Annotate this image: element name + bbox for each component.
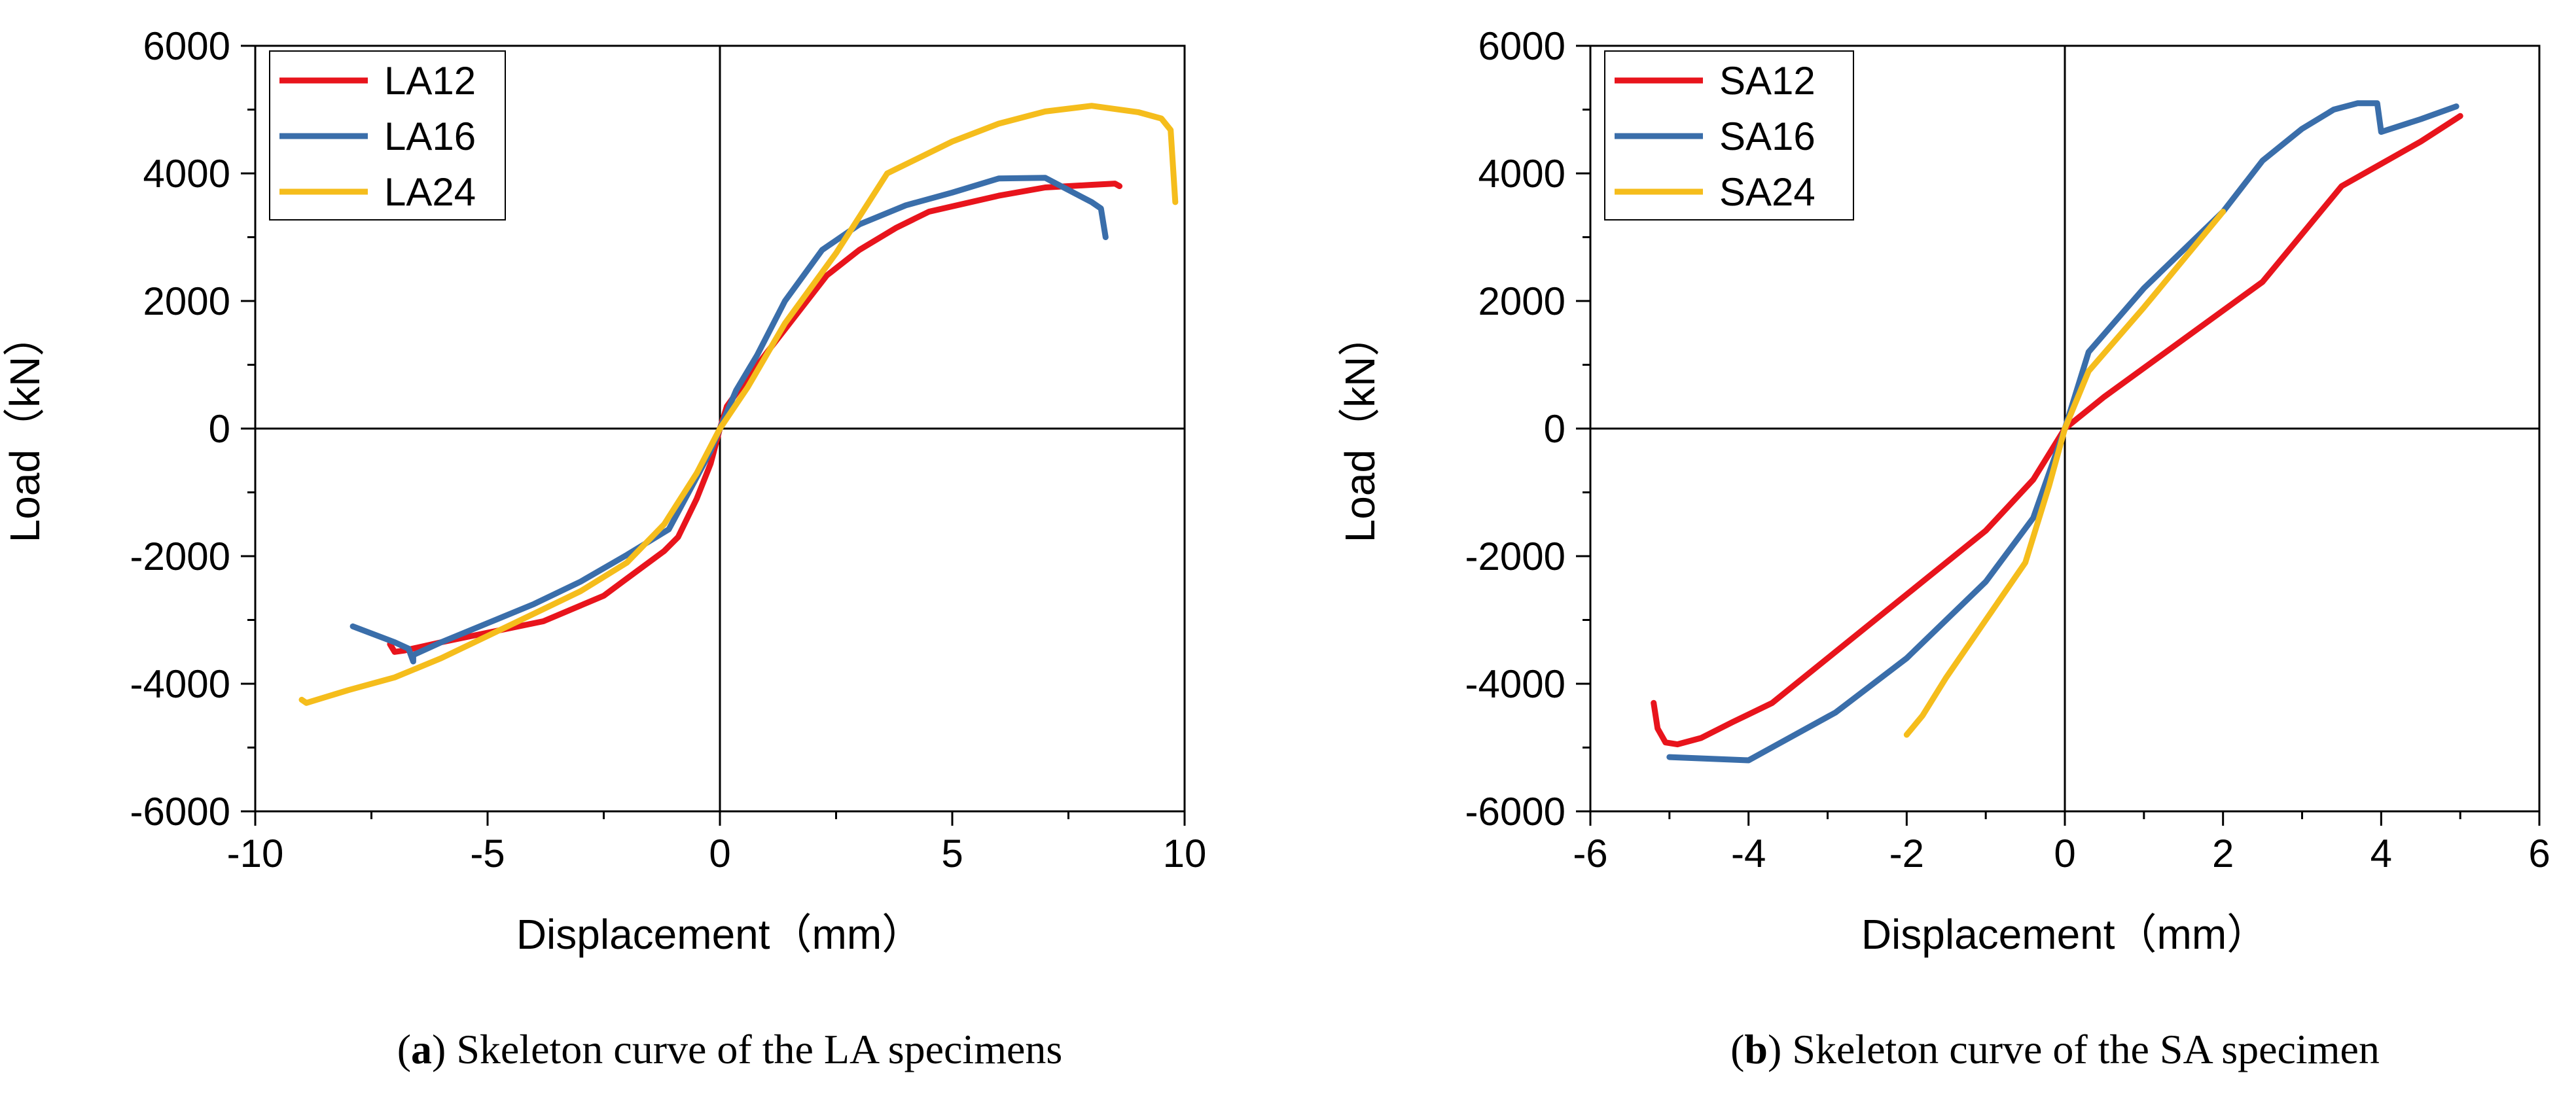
y-axis-title: Load（kN） xyxy=(1,315,48,543)
legend-label-sa24: SA24 xyxy=(1719,170,1816,214)
x-tick-label: 6 xyxy=(2528,832,2550,875)
legend-label-la24: LA24 xyxy=(384,170,476,214)
y-tick-label: 6000 xyxy=(1478,24,1565,68)
y-tick-label: 0 xyxy=(1544,407,1565,451)
series-line-sa24 xyxy=(1903,209,2227,738)
x-tick-label: -4 xyxy=(1731,832,1766,875)
y-tick-label: -6000 xyxy=(1465,790,1565,834)
y-tick-label: 4000 xyxy=(143,152,230,196)
x-axis-title: Displacement（mm） xyxy=(516,911,923,958)
legend-label-sa16: SA16 xyxy=(1719,115,1816,158)
legend-label-sa12: SA12 xyxy=(1719,59,1816,103)
x-tick-label: -6 xyxy=(1573,832,1607,875)
x-tick-label: 0 xyxy=(709,832,730,875)
y-tick-label: 0 xyxy=(209,407,230,451)
y-tick-label: -6000 xyxy=(130,790,230,834)
caption-close-paren: ) xyxy=(432,1026,456,1072)
y-tick-label: -2000 xyxy=(1465,535,1565,578)
caption-open-paren: ( xyxy=(1730,1026,1744,1072)
x-tick-label: -5 xyxy=(470,832,505,875)
y-tick-label: -4000 xyxy=(1465,662,1565,706)
x-tick-label: -10 xyxy=(227,832,284,875)
series-line-la24 xyxy=(298,103,1179,706)
caption-open-paren: ( xyxy=(397,1026,411,1072)
y-tick-label: 6000 xyxy=(143,24,230,68)
caption-text: Skeleton curve of the LA specimens xyxy=(456,1026,1062,1072)
y-axis-title: Load（kN） xyxy=(1336,315,1384,543)
y-tick-label: 2000 xyxy=(143,279,230,323)
x-tick-label: 5 xyxy=(941,832,963,875)
caption-close-paren: ) xyxy=(1768,1026,1792,1072)
x-axis-title: Displacement（mm） xyxy=(1861,911,2268,958)
y-tick-label: 2000 xyxy=(1478,279,1565,323)
caption-label: a xyxy=(411,1026,432,1072)
y-tick-label: 4000 xyxy=(1478,152,1565,196)
series-line-sa16 xyxy=(1666,100,2460,764)
x-tick-label: 2 xyxy=(2212,832,2234,875)
legend-label-la12: LA12 xyxy=(384,59,476,103)
y-tick-label: -4000 xyxy=(130,662,230,706)
panel-a-chart: -10 -5 0 5 10 6000 4000 2000 0 -2000 -4000 -6000 Dis… xyxy=(1,24,1206,1072)
caption-text: Skeleton curve of the SA specimen xyxy=(1792,1026,2380,1072)
caption-label: b xyxy=(1744,1026,1768,1072)
x-tick-label: 0 xyxy=(2054,832,2075,875)
x-tick-label: -2 xyxy=(1889,832,1924,875)
panel-b-chart: -6 -4 -2 0 2 4 6 6000 4000 2000 0 -2000 -4000 -6000 Di… xyxy=(1336,24,2550,1072)
legend-label-la16: LA16 xyxy=(384,115,476,158)
panel-caption: (b) Skeleton curve of the SA specimen xyxy=(1730,1026,2380,1072)
y-tick-label: -2000 xyxy=(130,535,230,578)
x-tick-label: 10 xyxy=(1163,832,1207,875)
series-line-la12 xyxy=(387,181,1123,655)
series-line-sa12 xyxy=(1651,113,2463,748)
x-tick-label: 4 xyxy=(2370,832,2392,875)
panel-caption: (a) Skeleton curve of the LA specimens xyxy=(397,1026,1063,1072)
